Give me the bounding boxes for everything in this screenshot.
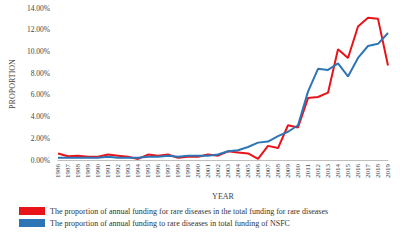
svg-text:6.00%: 6.00% <box>31 90 50 99</box>
svg-text:The proportion of annual fundi: The proportion of annual funding to rare… <box>50 219 290 228</box>
svg-text:2.00%: 2.00% <box>31 134 50 143</box>
svg-text:2015: 2015 <box>344 164 352 179</box>
svg-text:1989: 1989 <box>84 164 92 179</box>
svg-text:2008: 2008 <box>274 164 282 179</box>
svg-text:2014: 2014 <box>334 164 342 179</box>
svg-text:2016: 2016 <box>354 164 362 179</box>
svg-text:1988: 1988 <box>74 164 82 179</box>
svg-text:2005: 2005 <box>244 164 252 179</box>
svg-text:1993: 1993 <box>124 164 132 179</box>
svg-text:2010: 2010 <box>294 164 302 179</box>
svg-text:2012: 2012 <box>314 164 322 179</box>
svg-text:2000: 2000 <box>194 164 202 179</box>
svg-text:1990: 1990 <box>94 164 102 179</box>
svg-text:0.00%: 0.00% <box>31 156 50 165</box>
svg-text:2017: 2017 <box>364 164 372 179</box>
svg-text:PROPORTION: PROPORTION <box>8 59 17 109</box>
svg-text:1987: 1987 <box>64 164 72 179</box>
svg-text:1994: 1994 <box>134 164 142 179</box>
svg-text:2019: 2019 <box>384 164 392 179</box>
svg-text:1997: 1997 <box>164 164 172 179</box>
svg-text:1991: 1991 <box>104 164 112 179</box>
svg-text:2003: 2003 <box>224 164 232 179</box>
svg-text:2013: 2013 <box>324 164 332 179</box>
svg-text:1996: 1996 <box>154 164 162 179</box>
svg-text:1992: 1992 <box>114 164 122 179</box>
svg-text:2007: 2007 <box>264 164 272 179</box>
svg-text:2004: 2004 <box>234 164 242 179</box>
svg-text:2011: 2011 <box>304 164 312 178</box>
svg-text:1995: 1995 <box>144 164 152 179</box>
svg-text:2001: 2001 <box>204 164 212 179</box>
svg-text:YEAR: YEAR <box>212 192 234 201</box>
svg-text:12.00%: 12.00% <box>27 25 50 34</box>
svg-text:2002: 2002 <box>214 164 222 179</box>
svg-text:2006: 2006 <box>254 164 262 179</box>
svg-text:1998: 1998 <box>174 164 182 179</box>
svg-text:8.00%: 8.00% <box>31 69 50 78</box>
svg-text:2018: 2018 <box>374 164 382 179</box>
svg-text:2009: 2009 <box>284 164 292 179</box>
svg-text:The proportion of annual fundi: The proportion of annual funding for rar… <box>50 207 328 216</box>
svg-text:14.00%: 14.00% <box>27 4 50 13</box>
svg-text:4.00%: 4.00% <box>31 112 50 121</box>
svg-text:10.00%: 10.00% <box>27 47 50 56</box>
svg-text:1999: 1999 <box>184 164 192 179</box>
svg-text:1986: 1986 <box>54 164 62 179</box>
